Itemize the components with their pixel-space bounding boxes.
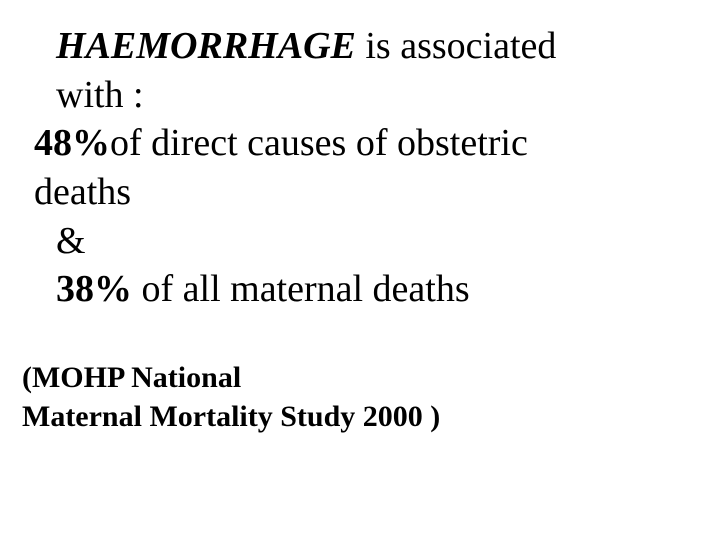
text-line-1: HAEMORRHAGE is associated [56,25,556,67]
text-line-5: & [56,220,86,262]
main-text-block: HAEMORRHAGE is associated with : 48%of d… [56,22,688,314]
slide: HAEMORRHAGE is associated with : 48%of d… [0,0,720,540]
source-citation: (MOHP National Maternal Mortality Study … [22,358,698,436]
text-line-3: 48%of direct causes of obstetric [34,122,528,164]
title-remainder: is associated [356,25,557,67]
text-line-6: 38% of all maternal deaths [56,268,470,310]
percent-38-remainder: of all maternal deaths [132,268,470,310]
title-emphasis: HAEMORRHAGE [56,25,356,67]
percent-38: 38% [56,268,132,310]
source-line-1: (MOHP National [22,361,241,394]
source-line-2: Maternal Mortality Study 2000 ) [22,400,440,433]
text-line-4: deaths [34,171,131,213]
percent-48: 48% [34,122,110,164]
percent-48-remainder: of direct causes of obstetric [110,122,528,164]
text-line-2: with : [56,74,144,116]
